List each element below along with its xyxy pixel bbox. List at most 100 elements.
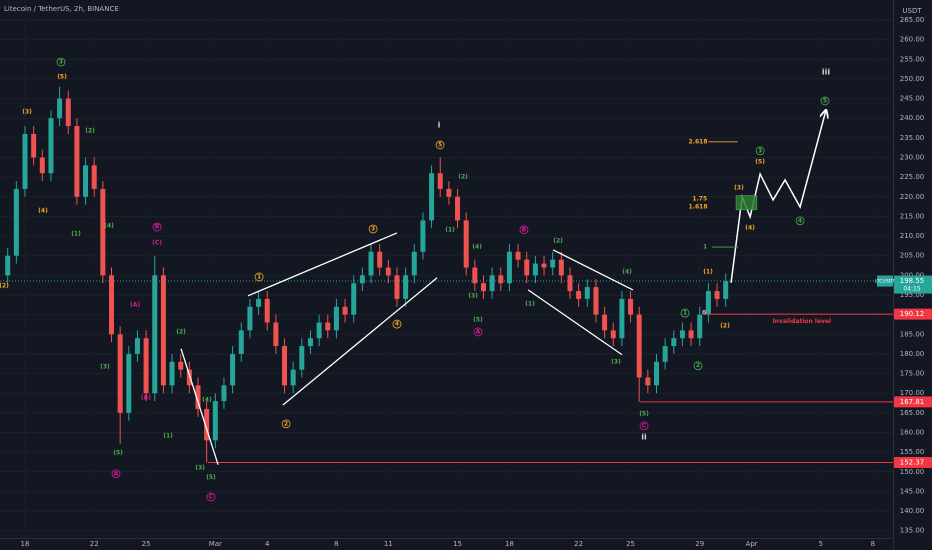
wave-label: 3	[371, 226, 375, 233]
y-tick-label: 265.00	[900, 16, 925, 24]
candle-body	[377, 251, 383, 268]
wave-label: (3)	[100, 363, 110, 370]
candle-body	[472, 267, 478, 284]
y-tick-label: 245.00	[900, 95, 925, 103]
y-tick-label: 185.00	[900, 330, 925, 338]
trend-line	[282, 277, 438, 406]
x-tick-label: 25	[626, 540, 635, 548]
wave-label: (3)	[611, 358, 621, 365]
wave-label: B	[155, 224, 160, 231]
candle-body	[230, 353, 236, 386]
candle-body	[524, 259, 530, 276]
wave-label: C	[642, 422, 647, 429]
candle-body	[342, 306, 348, 315]
fib-zone	[735, 195, 758, 211]
candle-body	[186, 369, 192, 386]
y-tick-label: 165.00	[900, 409, 925, 417]
x-tick-label: 4	[265, 540, 270, 548]
y-tick-label: 140.00	[900, 507, 925, 515]
candle-body	[5, 255, 11, 276]
candle-body	[714, 291, 720, 299]
x-tick-label: 8	[871, 540, 875, 548]
x-tick-label: 8	[334, 540, 338, 548]
y-tick-label: 155.00	[900, 448, 925, 456]
level-tag	[894, 308, 932, 320]
wave-label: (5)	[755, 158, 765, 165]
candle-body	[195, 385, 201, 409]
wave-label: 5	[438, 141, 442, 148]
candle-body	[83, 165, 89, 197]
wave-label: (1)	[163, 433, 173, 440]
wave-circle	[368, 224, 378, 234]
candle-body	[619, 298, 625, 339]
wave-label: (5)	[473, 316, 483, 323]
candle-body	[455, 196, 461, 221]
wave-label: 0	[702, 310, 706, 317]
wave-circle	[206, 492, 216, 502]
wave-label: (1)	[71, 231, 81, 238]
candle-body	[576, 291, 582, 299]
wave-label: (4)	[104, 222, 114, 229]
candle-body	[325, 322, 331, 331]
wave-circle	[639, 421, 649, 431]
wave-label: Invalidation level	[773, 318, 832, 325]
wave-label: A	[476, 328, 481, 335]
candle-body	[333, 306, 339, 331]
wave-circle	[755, 146, 765, 156]
candle-body	[662, 346, 668, 362]
grid	[0, 0, 893, 538]
candle-body	[126, 353, 132, 413]
wave-circle	[519, 225, 529, 235]
y-tick-label: 260.00	[900, 36, 925, 44]
candle-body	[143, 338, 149, 394]
candle-body	[723, 281, 729, 299]
wave-label: (5)	[57, 73, 67, 80]
candle-body	[117, 334, 123, 413]
candle-body	[688, 330, 694, 339]
price-label: 198.55	[900, 277, 925, 285]
candle-body	[437, 173, 443, 189]
axes: 135.00 140.00 145.00 150.00 155.00 160.00 165.…	[21, 16, 932, 548]
candle-body	[636, 314, 642, 378]
candle-body	[247, 306, 253, 331]
candle-body	[420, 220, 426, 252]
wave-label: 4	[798, 217, 802, 224]
wave-label: 4	[395, 321, 399, 328]
symbol-tag	[877, 275, 893, 287]
wave-label: 1	[683, 310, 687, 317]
candle-body	[100, 188, 106, 276]
candle-body	[489, 275, 495, 292]
y-tick-label: 200.00	[900, 271, 925, 279]
wave-degree-label: ii	[641, 432, 647, 441]
x-tick-label: 15	[453, 540, 462, 548]
wave-label: (5)	[639, 411, 649, 418]
wave-label: (4)	[38, 207, 48, 214]
wave-label: (2)	[458, 173, 468, 180]
x-tick-label: 29	[695, 540, 704, 548]
level-label: 167.81	[900, 398, 925, 406]
trend-line	[180, 348, 219, 465]
candle-body	[134, 338, 140, 354]
candle-body	[567, 275, 573, 292]
candle-body	[178, 361, 184, 370]
candle-body	[550, 259, 556, 268]
candle-body	[282, 346, 288, 386]
wave-circle	[820, 96, 830, 106]
candle-body	[515, 251, 521, 260]
wave-label: 2	[284, 420, 288, 427]
x-tick-label: 5	[819, 540, 823, 548]
wave-circle	[281, 419, 291, 429]
candle-body	[506, 251, 512, 284]
y-tick-label: 135.00	[900, 527, 925, 535]
candle-body	[394, 275, 400, 299]
wave-label: 5	[823, 97, 827, 104]
wave-circle	[473, 327, 483, 337]
wave-label: (2)	[553, 237, 563, 244]
plot-area: (2)(3)(4)3(5)(2)(1)(4)(3)(5)A(A)(B)B(C)(…	[0, 57, 893, 502]
candle-body	[316, 322, 322, 339]
y-tick-label: 220.00	[900, 193, 925, 201]
wave-circle	[435, 140, 445, 150]
wave-circle	[392, 319, 402, 329]
wave-label: (5)	[206, 474, 216, 481]
wave-label: (2)	[720, 323, 730, 330]
